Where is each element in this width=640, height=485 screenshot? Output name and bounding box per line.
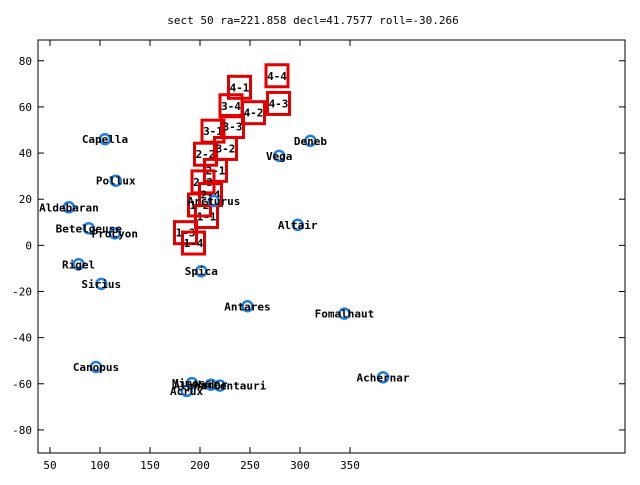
x-tick-label: 300 — [290, 459, 310, 472]
sector-box-2-3 — [190, 169, 216, 195]
plot-frame — [37, 39, 626, 454]
sector-box-label-4-2: 4-2 — [244, 107, 264, 120]
star-label-betelgeuse: Betelgeuse — [56, 222, 123, 235]
star-marker-fomalhaut — [338, 307, 351, 320]
sector-boxes: 1-11-21-31-42-12-22-32-43-13-23-33-44-14… — [173, 63, 291, 256]
star-label-mimosa: Mimosa — [172, 377, 212, 390]
sector-box-label-3-2: 3-2 — [216, 142, 236, 155]
sector-box-label-4-4: 4-4 — [267, 70, 287, 83]
star-marker-pollux — [109, 174, 123, 187]
y-tick-label: -60 — [12, 378, 32, 391]
star-marker-procyon — [108, 227, 122, 240]
sector-box-1-4 — [181, 230, 206, 256]
sector-box-4-2 — [241, 100, 266, 126]
star-label-antares: Antares — [224, 300, 270, 313]
star-label-procyon: Procyon — [92, 227, 138, 240]
star-label-vega: Vega — [266, 150, 293, 163]
star-marker-vega — [272, 149, 286, 163]
star-marker-alpha-centauri — [213, 379, 227, 392]
sector-box-label-3-1: 3-1 — [203, 125, 223, 138]
y-tick-label: 20 — [19, 193, 32, 206]
star-label-canopus: Canopus — [73, 361, 119, 374]
sector-box-label-3-3: 3-3 — [223, 121, 243, 134]
x-tick-label: 50 — [43, 459, 56, 472]
star-marker-deneb — [304, 134, 317, 148]
sector-box-4-3 — [266, 90, 291, 116]
y-tick-label: -80 — [12, 424, 32, 437]
star-marker-altair — [291, 218, 304, 232]
star-marker-capella — [98, 132, 112, 146]
x-tick-label: 250 — [240, 459, 260, 472]
sector-box-label-3-4: 3-4 — [221, 100, 241, 113]
x-tick-label: 200 — [190, 459, 210, 472]
star-marker-betelgeuse — [82, 222, 96, 235]
y-tick-label: -20 — [12, 285, 32, 298]
star-label-deneb: Deneb — [294, 135, 327, 148]
y-tick-label: 40 — [19, 147, 32, 160]
x-tick-label: 350 — [340, 459, 360, 472]
star-marker-aldebaran — [62, 201, 76, 214]
chart-title: sect 50 ra=221.858 decl=41.7577 roll=-30… — [167, 14, 458, 27]
sector-box-label-1-4: 1-4 — [184, 237, 204, 250]
star-label-acrux: Acrux — [170, 385, 203, 398]
star-marker-rigel — [72, 258, 85, 271]
star-marker-achernar — [376, 371, 390, 384]
star-marker-acrux — [180, 384, 193, 398]
y-tick-label: -40 — [12, 332, 32, 345]
star-label-achernar: Achernar — [357, 371, 410, 384]
x-tick-label: 150 — [140, 459, 160, 472]
axes: 50 100 150 200 250 300 350 -80 -60 -40 -20 0 20 40 60 8… — [12, 39, 626, 472]
star-label-spica: Spica — [185, 265, 218, 278]
star-marker-sirius — [95, 277, 108, 291]
x-tick-label: 100 — [90, 459, 110, 472]
y-tick-label: 80 — [19, 55, 32, 68]
sector-box-label-4-3: 4-3 — [269, 97, 289, 110]
star-label-fomalhaut: Fomalhaut — [315, 308, 375, 321]
star-marker-arcturus — [207, 194, 221, 208]
star-label-sirius: Sirius — [81, 278, 121, 291]
star-marker-antares — [241, 300, 254, 313]
star-label-altair: Altair — [278, 219, 318, 232]
star-label-alpha-centauri: Alpha Centauri — [174, 380, 267, 393]
sector-box-label-4-1: 4-1 — [230, 81, 250, 94]
star-label-rigel: Rigel — [62, 258, 95, 271]
star-marker-spica — [195, 264, 208, 278]
star-marker-canopus — [89, 360, 103, 374]
star-label-hadar: Hadar — [194, 379, 227, 392]
sector-box-label-2-2: 2-2 — [196, 148, 216, 161]
sector-box-4-4 — [264, 63, 290, 89]
star-label-pollux: Pollux — [96, 175, 136, 188]
sector-box-label-2-1: 2-1 — [206, 164, 226, 177]
star-label-arcturus: Arcturus — [187, 195, 240, 208]
sector-box-label-2-4: 2-4 — [201, 189, 221, 202]
star-label-capella: Capella — [82, 133, 128, 146]
y-tick-label: 0 — [25, 239, 32, 252]
sector-box-4-1 — [227, 74, 252, 100]
y-tick-label: 60 — [19, 101, 32, 114]
star-markers — [62, 132, 390, 398]
star-label-aldebaran: Aldebaran — [39, 201, 99, 214]
